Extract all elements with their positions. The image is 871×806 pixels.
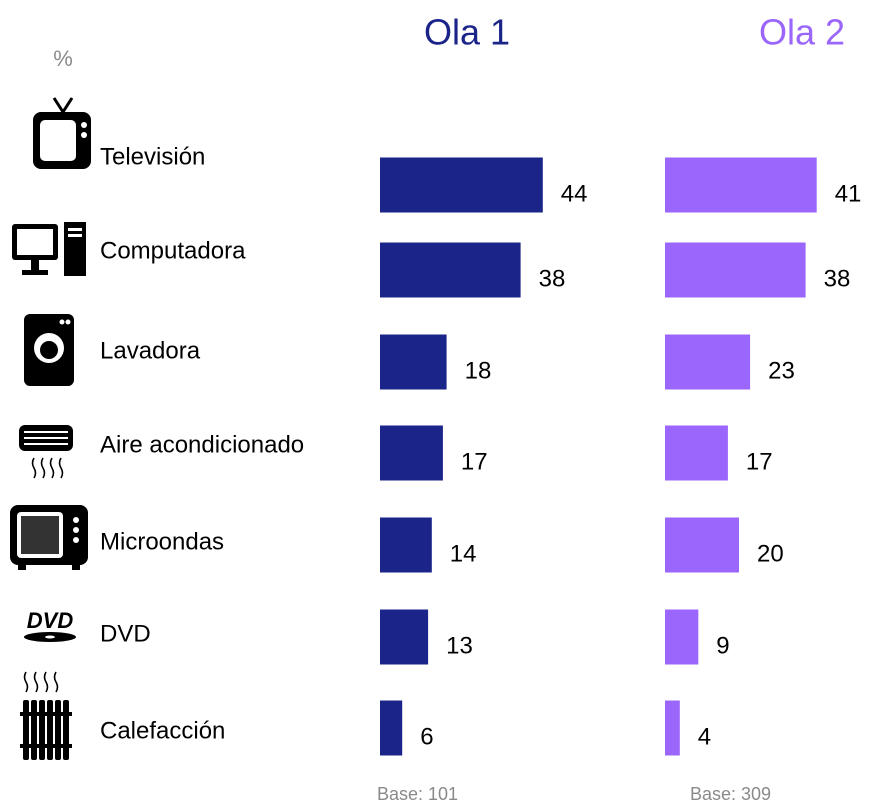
- bar: [380, 157, 543, 213]
- icons: DVD: [10, 97, 91, 760]
- dvd-icon: DVD: [24, 608, 76, 642]
- washer-icon: [24, 314, 74, 386]
- series-title: Ola 2: [759, 12, 845, 53]
- value-label: 38: [539, 265, 566, 292]
- ac-icon: [19, 425, 73, 479]
- category-label: Televisión: [100, 143, 205, 170]
- value-label: 9: [716, 632, 729, 659]
- bar: [665, 517, 739, 573]
- category-label: Computadora: [100, 237, 246, 264]
- category-label: Calefacción: [100, 717, 225, 744]
- value-label: 38: [824, 265, 851, 292]
- value-label: 4: [698, 723, 711, 750]
- heater-icon: [20, 671, 72, 760]
- category-label: Aire acondicionado: [100, 431, 304, 458]
- base-label: Base: 309: [690, 784, 771, 804]
- tv-icon: [33, 97, 91, 169]
- category-label: Lavadora: [100, 337, 201, 364]
- bar: [380, 609, 429, 665]
- value-label: 20: [757, 540, 784, 567]
- bar: [665, 334, 751, 390]
- bar: [665, 157, 817, 213]
- value-label: 41: [835, 180, 862, 207]
- bar: [665, 700, 680, 756]
- bar: [380, 334, 447, 390]
- bar: [380, 425, 443, 481]
- value-label: 23: [768, 357, 795, 384]
- value-label: 44: [561, 180, 588, 207]
- unit-label: %: [53, 46, 73, 71]
- value-label: 6: [420, 723, 433, 750]
- bar: [380, 700, 403, 756]
- value-label: 18: [465, 357, 492, 384]
- svg-text:DVD: DVD: [27, 608, 74, 633]
- category-label: DVD: [100, 620, 151, 647]
- bar: [665, 425, 728, 481]
- value-label: 13: [446, 632, 473, 659]
- value-label: 17: [746, 448, 773, 475]
- bar: [380, 517, 432, 573]
- base-label: Base: 101: [377, 784, 458, 804]
- value-label: 14: [450, 540, 477, 567]
- category-label: Microondas: [100, 528, 224, 555]
- value-label: 17: [461, 448, 488, 475]
- series-title: Ola 1: [424, 12, 510, 53]
- bar: [665, 242, 806, 298]
- bar: [380, 242, 521, 298]
- microwave-icon: [10, 505, 88, 570]
- bar: [665, 609, 699, 665]
- computer-icon: [12, 222, 86, 276]
